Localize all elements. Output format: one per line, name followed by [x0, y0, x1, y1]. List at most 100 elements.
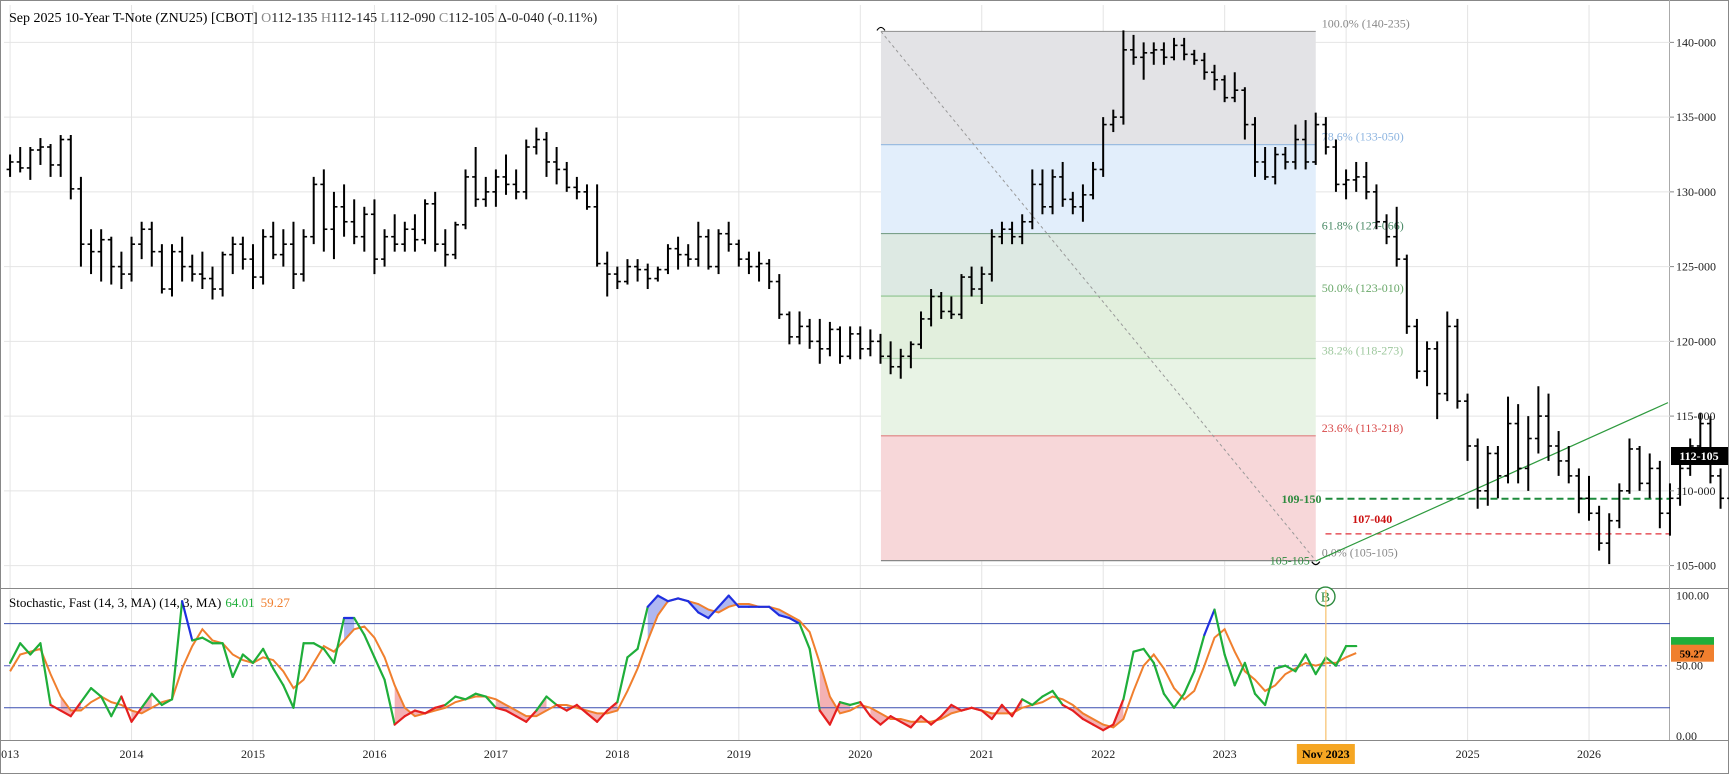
stochastic-k-segment — [656, 594, 670, 603]
ohlc-bar — [1352, 161, 1360, 192]
ohlc-bar — [1079, 184, 1087, 222]
stochastic-k-segment — [484, 695, 497, 709]
stochastic-k-segment — [909, 715, 923, 729]
stochastic-k-segment — [39, 642, 52, 707]
ohlc-bar — [310, 176, 318, 245]
stochastic-k-segment — [889, 715, 902, 723]
ohlc-bar — [816, 318, 824, 364]
open-value: 112-135 — [271, 11, 317, 26]
stochastic-k-segment — [1112, 698, 1125, 726]
ohlc-bar — [462, 169, 470, 230]
d-value-badge-label: 59.27 — [1680, 649, 1705, 661]
ohlc-bar — [330, 191, 338, 260]
stochastic-k-segment — [555, 703, 568, 712]
stochastic-title: Stochastic, Fast (14, 3, MA) — [9, 595, 156, 610]
ohlc-bar — [1170, 37, 1178, 61]
fib-level-label: 38.2% (118-273) — [1322, 344, 1404, 358]
y-tick-label: 115-000 — [1676, 409, 1716, 423]
stochastic-k-segment — [1213, 608, 1226, 656]
ohlc-bar — [1636, 445, 1644, 491]
stochastic-k-segment — [221, 642, 234, 679]
ohlc-bar — [1049, 169, 1057, 215]
ohlc-bar — [1028, 169, 1036, 230]
ohlc-bar — [978, 266, 986, 304]
ohlc-bar — [1696, 413, 1704, 454]
stochastic-k-segment — [727, 594, 740, 608]
ohlc-bar — [1089, 161, 1097, 200]
ohlc-bar — [907, 341, 915, 369]
ohlc-bar — [1271, 147, 1279, 185]
stochastic-k-segment — [1071, 709, 1085, 721]
fib-level-label: 50.0% (123-010) — [1322, 281, 1404, 295]
stochastic-k-segment — [585, 712, 599, 723]
ohlc-bar — [249, 244, 257, 290]
stochastic-k-segment — [838, 701, 852, 707]
ohlc-bar — [97, 229, 105, 282]
ohlc-bar — [1130, 34, 1138, 65]
stochastic-k-segment — [1243, 661, 1257, 695]
ohlc-bar — [1038, 169, 1046, 215]
ohlc-bar — [553, 147, 561, 185]
fib-zone — [880, 144, 1316, 234]
ohlc-bar — [715, 229, 723, 275]
ohlc-bar — [968, 266, 976, 297]
stochastic-k-segment — [1102, 723, 1115, 732]
stochastic-k-segment — [676, 597, 690, 603]
ohlc-bar — [765, 259, 773, 290]
ohlc-bar — [785, 311, 793, 345]
ohlc-bar — [927, 289, 935, 327]
ohlc-bar — [401, 221, 409, 252]
low-value: 112-090 — [389, 11, 435, 26]
stochastic-k-segment — [251, 647, 265, 664]
ohlc-bar — [1615, 483, 1623, 529]
ohlc-bar — [532, 127, 540, 155]
stochastic-k-value: 64.01 — [225, 595, 254, 610]
ohlc-bar — [1474, 438, 1482, 509]
retrace-diagonal — [880, 31, 1317, 561]
stochastic-k-segment — [322, 647, 336, 664]
low-label: L — [381, 11, 390, 26]
fib-level-label: 100.0% (140-235) — [1322, 16, 1410, 30]
stoch-y-tick-label: 100.00 — [1676, 589, 1709, 603]
stochastic-k-segment — [474, 692, 487, 698]
ohlc-bar — [239, 236, 247, 270]
annotation-107-040: 107-040 — [1352, 512, 1392, 526]
ohlc-bar — [421, 199, 429, 245]
x-tick-label: 2016 — [362, 747, 386, 761]
stochastic-k-segment — [1041, 689, 1054, 698]
ohlc-bar — [1221, 75, 1229, 103]
ohlc-bar — [6, 154, 14, 177]
fibonacci-retracement: 100.0% (140-235) 78.6% (133-050) 61.8% (12… — [880, 16, 1410, 562]
stochastic-k-segment — [393, 715, 406, 726]
ohlc-bar — [937, 292, 945, 319]
stochastic-k-segment — [100, 695, 113, 718]
x-tick-label: 2018 — [605, 747, 629, 761]
ohlc-bar — [745, 251, 753, 275]
oversold-fill — [1072, 699, 1124, 731]
ohlc-bar — [1109, 109, 1117, 133]
ohlc-bar — [128, 236, 136, 282]
stochastic-k-segment — [1061, 703, 1074, 712]
stochastic-k-segment — [1162, 692, 1176, 709]
stochastic-k-segment — [940, 703, 953, 718]
stochastic-k-segment — [373, 656, 386, 681]
ohlc-bar — [391, 214, 399, 252]
stochastic-k-segment — [596, 709, 609, 723]
ohlc-bar — [866, 329, 874, 357]
stochastic-k-segment — [79, 687, 93, 704]
ohlc-bar — [1018, 214, 1026, 245]
ohlc-bar — [1514, 404, 1522, 484]
stochastic-k-segment — [231, 653, 244, 679]
stochastic-k-segment — [626, 647, 639, 659]
ohlc-bar — [957, 274, 965, 319]
ohlc-bar — [684, 244, 692, 267]
ohlc-bar — [279, 229, 287, 267]
ohlc-bar — [1099, 117, 1107, 177]
ohlc-bar — [1241, 87, 1249, 140]
stochastic-k-segment — [160, 698, 174, 707]
ohlc-bar — [198, 251, 206, 290]
stochastic-k-segment — [899, 720, 912, 729]
ohlc-bar — [1656, 460, 1664, 529]
